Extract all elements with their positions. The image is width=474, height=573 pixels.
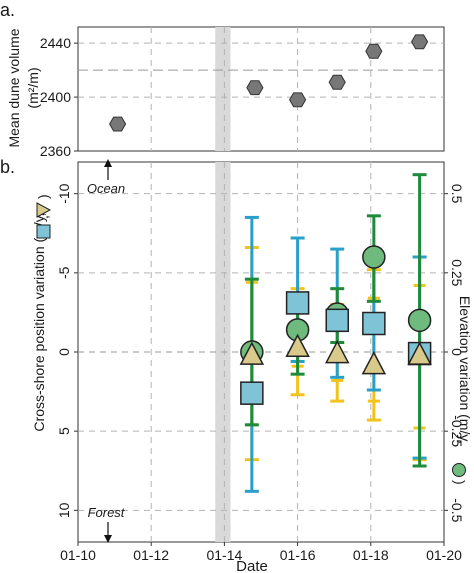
panel-b-left-y-ticks: 10 5 0 -5 -10 (56, 183, 78, 518)
panel-a-frame (77, 26, 445, 152)
panel-a-ylabel: Mean dune volume (6, 28, 22, 147)
panel-a-label: a. (0, 0, 15, 20)
data-point-circle (407, 308, 432, 333)
legend-close-paren-left: ) (35, 194, 51, 199)
data-point-hexagon (289, 92, 307, 108)
data-point-hexagon (246, 80, 264, 96)
legend-circle-icon (452, 463, 466, 477)
right-y-tick-label: -0.5 (449, 498, 465, 522)
right-y-tick-label: 0.5 (449, 184, 465, 204)
storm-band-a (215, 27, 231, 151)
panel-b-xlabel: Date (236, 558, 268, 573)
ocean-annotation: Ocean (87, 159, 125, 196)
data-point-triangle (285, 333, 310, 357)
data-point-triangle (239, 341, 265, 365)
right-y-tick-label: 0.25 (449, 259, 465, 286)
left-y-tick-label: 10 (56, 502, 72, 518)
legend-square-icon (36, 224, 51, 239)
data-point-square (325, 308, 349, 333)
ocean-label: Ocean (87, 181, 125, 196)
panel-a-points (109, 34, 429, 132)
data-point-square (362, 311, 386, 336)
data-point-hexagon (109, 116, 127, 132)
legend-close-paren-right: ) (452, 480, 468, 485)
data-point-triangle (361, 351, 387, 375)
x-tick-label: 01-14 (206, 547, 242, 563)
panel-b-label: b. (0, 157, 15, 177)
right-legend-icons: ) (452, 463, 468, 485)
x-tick-label: 01-10 (60, 547, 96, 563)
left-legend-icons: , ) (35, 194, 52, 239)
y-tick-label: 2400 (40, 89, 71, 105)
legend-comma: , (35, 215, 51, 219)
data-point-square (240, 381, 264, 405)
panel-a-grid (78, 27, 444, 151)
y-tick-label: 2440 (40, 35, 71, 51)
x-tick-label: 01-16 (280, 547, 316, 563)
panel-b-ylabel-right: Elevation variation (m/y, (457, 296, 473, 444)
right-y-tick-label: 0 (449, 348, 465, 356)
panel-a-y-ticks: 2360 2400 2440 (40, 35, 78, 159)
forest-label: Forest (88, 505, 126, 520)
right-y-tick-label: -0.25 (449, 415, 465, 447)
data-point-hexagon (365, 43, 383, 59)
left-y-tick-label: 5 (56, 427, 72, 435)
panel-b-x-ticks: 01-10 01-12 01-14 01-16 01-18 01-20 (60, 542, 462, 563)
ocean-arrowhead (104, 159, 112, 167)
data-point-triangle (325, 339, 350, 364)
x-tick-label: 01-20 (426, 547, 462, 563)
panel-b-right-y-ticks: 0.5 0.25 0 -0.25 -0.5 (444, 184, 465, 523)
data-point-hexagon (411, 34, 429, 50)
panel-a-ylabel-units: (m²/m) (25, 67, 41, 108)
left-y-tick-label: 0 (56, 348, 72, 356)
legend-triangle-icon (36, 202, 52, 218)
data-point-hexagon (328, 74, 346, 90)
left-y-tick-label: -5 (56, 266, 72, 279)
panel-b-ylabel-left: Cross-shore position variation (m/y, (31, 212, 47, 431)
data-point-triangle (407, 341, 432, 365)
data-point-square (285, 291, 310, 315)
panel-b-series (239, 173, 432, 493)
left-y-tick-label: -10 (56, 183, 72, 203)
data-point-circle (362, 245, 386, 269)
x-tick-label: 01-12 (133, 547, 169, 563)
panel-a: a. 2360 2400 2440 Mean dune volume (m²/m) (0, 0, 445, 159)
x-tick-label: 01-18 (353, 547, 389, 563)
forest-arrowhead (104, 535, 112, 543)
y-tick-label: 2360 (40, 143, 71, 159)
forest-annotation: Forest (88, 505, 126, 543)
